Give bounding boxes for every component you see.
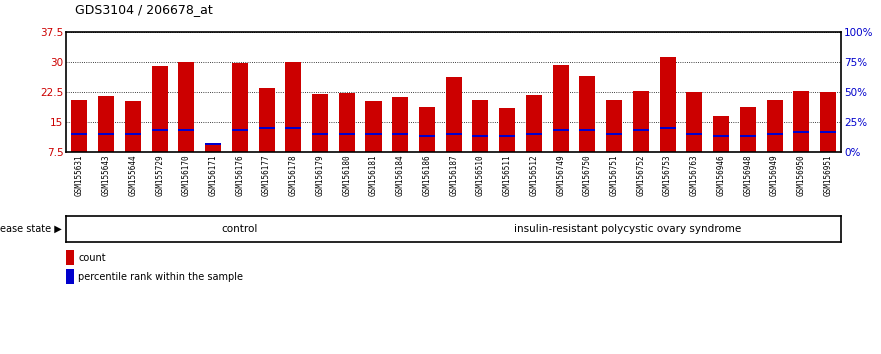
Text: GSM156948: GSM156948 xyxy=(744,154,752,196)
Bar xyxy=(232,129,248,131)
Bar xyxy=(606,100,622,152)
Bar xyxy=(312,133,328,135)
Text: GSM156510: GSM156510 xyxy=(476,154,485,196)
Bar xyxy=(713,135,729,137)
Bar xyxy=(793,91,810,152)
Bar xyxy=(312,94,328,152)
Text: GSM156949: GSM156949 xyxy=(770,154,779,196)
Bar xyxy=(446,133,462,135)
Text: GDS3104 / 206678_at: GDS3104 / 206678_at xyxy=(75,3,212,16)
Text: GSM156753: GSM156753 xyxy=(663,154,672,196)
Text: GSM156751: GSM156751 xyxy=(610,154,618,196)
Text: GSM156177: GSM156177 xyxy=(262,154,271,196)
Bar xyxy=(686,92,702,152)
Bar xyxy=(392,133,408,135)
Text: GSM156763: GSM156763 xyxy=(690,154,699,196)
Text: disease state ▶: disease state ▶ xyxy=(0,224,62,234)
Text: percentile rank within the sample: percentile rank within the sample xyxy=(78,272,243,282)
Bar xyxy=(526,95,542,152)
Text: GSM156749: GSM156749 xyxy=(556,154,565,196)
Text: GSM156181: GSM156181 xyxy=(369,154,378,196)
Bar xyxy=(71,133,87,135)
Text: GSM156186: GSM156186 xyxy=(423,154,432,196)
Bar xyxy=(606,133,622,135)
Text: insulin-resistant polycystic ovary syndrome: insulin-resistant polycystic ovary syndr… xyxy=(514,224,741,234)
Bar xyxy=(366,101,381,152)
Bar xyxy=(686,133,702,135)
Bar xyxy=(339,133,355,135)
Bar xyxy=(820,131,836,133)
Bar xyxy=(500,108,515,152)
Bar xyxy=(232,63,248,152)
Bar xyxy=(766,100,782,152)
Bar xyxy=(152,129,167,131)
Bar xyxy=(178,62,195,152)
Text: GSM156951: GSM156951 xyxy=(824,154,833,196)
Bar xyxy=(258,88,275,152)
Bar xyxy=(339,93,355,152)
Bar xyxy=(580,129,596,131)
Bar xyxy=(740,135,756,137)
Bar xyxy=(660,127,676,129)
Bar xyxy=(178,129,195,131)
Text: GSM156180: GSM156180 xyxy=(343,154,352,196)
Bar xyxy=(713,116,729,152)
Bar xyxy=(633,129,649,131)
Bar xyxy=(446,77,462,152)
Text: GSM155643: GSM155643 xyxy=(101,154,111,196)
Text: control: control xyxy=(222,224,258,234)
Text: GSM156950: GSM156950 xyxy=(796,154,806,196)
Bar xyxy=(526,133,542,135)
Bar xyxy=(419,107,435,152)
Text: GSM156184: GSM156184 xyxy=(396,154,404,196)
Bar xyxy=(258,127,275,129)
Text: GSM156178: GSM156178 xyxy=(289,154,298,196)
Text: count: count xyxy=(78,253,106,263)
Bar xyxy=(66,269,74,284)
Bar xyxy=(98,96,115,152)
Bar xyxy=(552,129,568,131)
Text: GSM155729: GSM155729 xyxy=(155,154,164,196)
Bar xyxy=(98,133,115,135)
Bar xyxy=(766,133,782,135)
Bar xyxy=(580,76,596,152)
Bar xyxy=(205,143,221,152)
Text: GSM156176: GSM156176 xyxy=(235,154,244,196)
Bar xyxy=(633,91,649,152)
Text: GSM156179: GSM156179 xyxy=(315,154,324,196)
Text: GSM156750: GSM156750 xyxy=(583,154,592,196)
Bar xyxy=(366,133,381,135)
Bar xyxy=(392,97,408,152)
Bar xyxy=(793,131,810,133)
Bar xyxy=(500,135,515,137)
Text: GSM156511: GSM156511 xyxy=(503,154,512,196)
Bar xyxy=(472,135,488,137)
Text: GSM156752: GSM156752 xyxy=(636,154,646,196)
Bar xyxy=(125,101,141,152)
Bar xyxy=(740,107,756,152)
Bar xyxy=(71,100,87,152)
Bar xyxy=(552,65,568,152)
Text: GSM156171: GSM156171 xyxy=(209,154,218,196)
Bar xyxy=(66,250,74,265)
Text: GSM156946: GSM156946 xyxy=(716,154,726,196)
Text: GSM155644: GSM155644 xyxy=(129,154,137,196)
Bar xyxy=(152,66,167,152)
Text: GSM155631: GSM155631 xyxy=(75,154,84,196)
Bar xyxy=(125,133,141,135)
Text: GSM156187: GSM156187 xyxy=(449,154,458,196)
Text: GSM156170: GSM156170 xyxy=(181,154,191,196)
Bar xyxy=(285,62,301,152)
Bar xyxy=(205,143,221,145)
Bar xyxy=(472,100,488,152)
Bar xyxy=(820,92,836,152)
Bar xyxy=(660,57,676,152)
Bar xyxy=(285,127,301,129)
Bar xyxy=(419,135,435,137)
Text: GSM156512: GSM156512 xyxy=(529,154,538,196)
